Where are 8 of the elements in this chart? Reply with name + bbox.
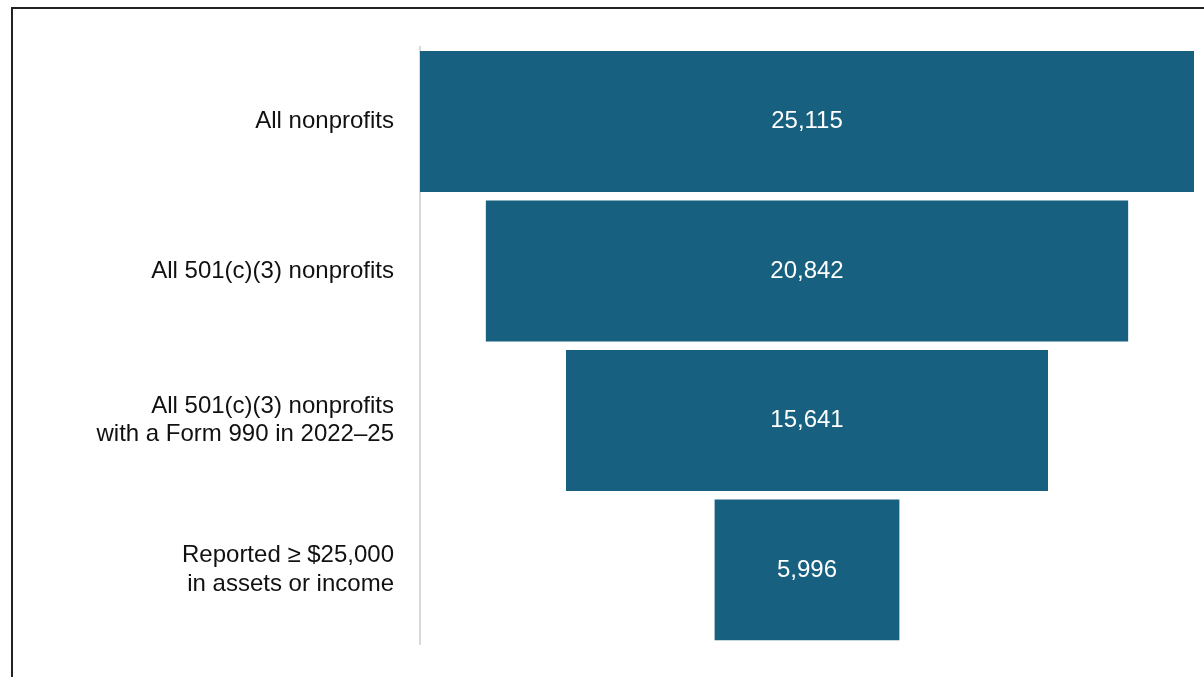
category-label: All nonprofits <box>255 106 394 134</box>
data-label: 5,996 <box>776 554 838 582</box>
data-label: 25,115 <box>771 106 843 134</box>
data-label: 15,641 <box>770 405 844 433</box>
data-label: 20,842 <box>770 255 844 283</box>
category-label: All 501(c)(3) nonprofits <box>151 255 394 283</box>
category-label: All 501(c)(3) nonprofits with a Form 990 in 2022–25 <box>95 390 394 447</box>
category-label: Reported ≥ $25,000 in assets or income <box>182 540 394 596</box>
